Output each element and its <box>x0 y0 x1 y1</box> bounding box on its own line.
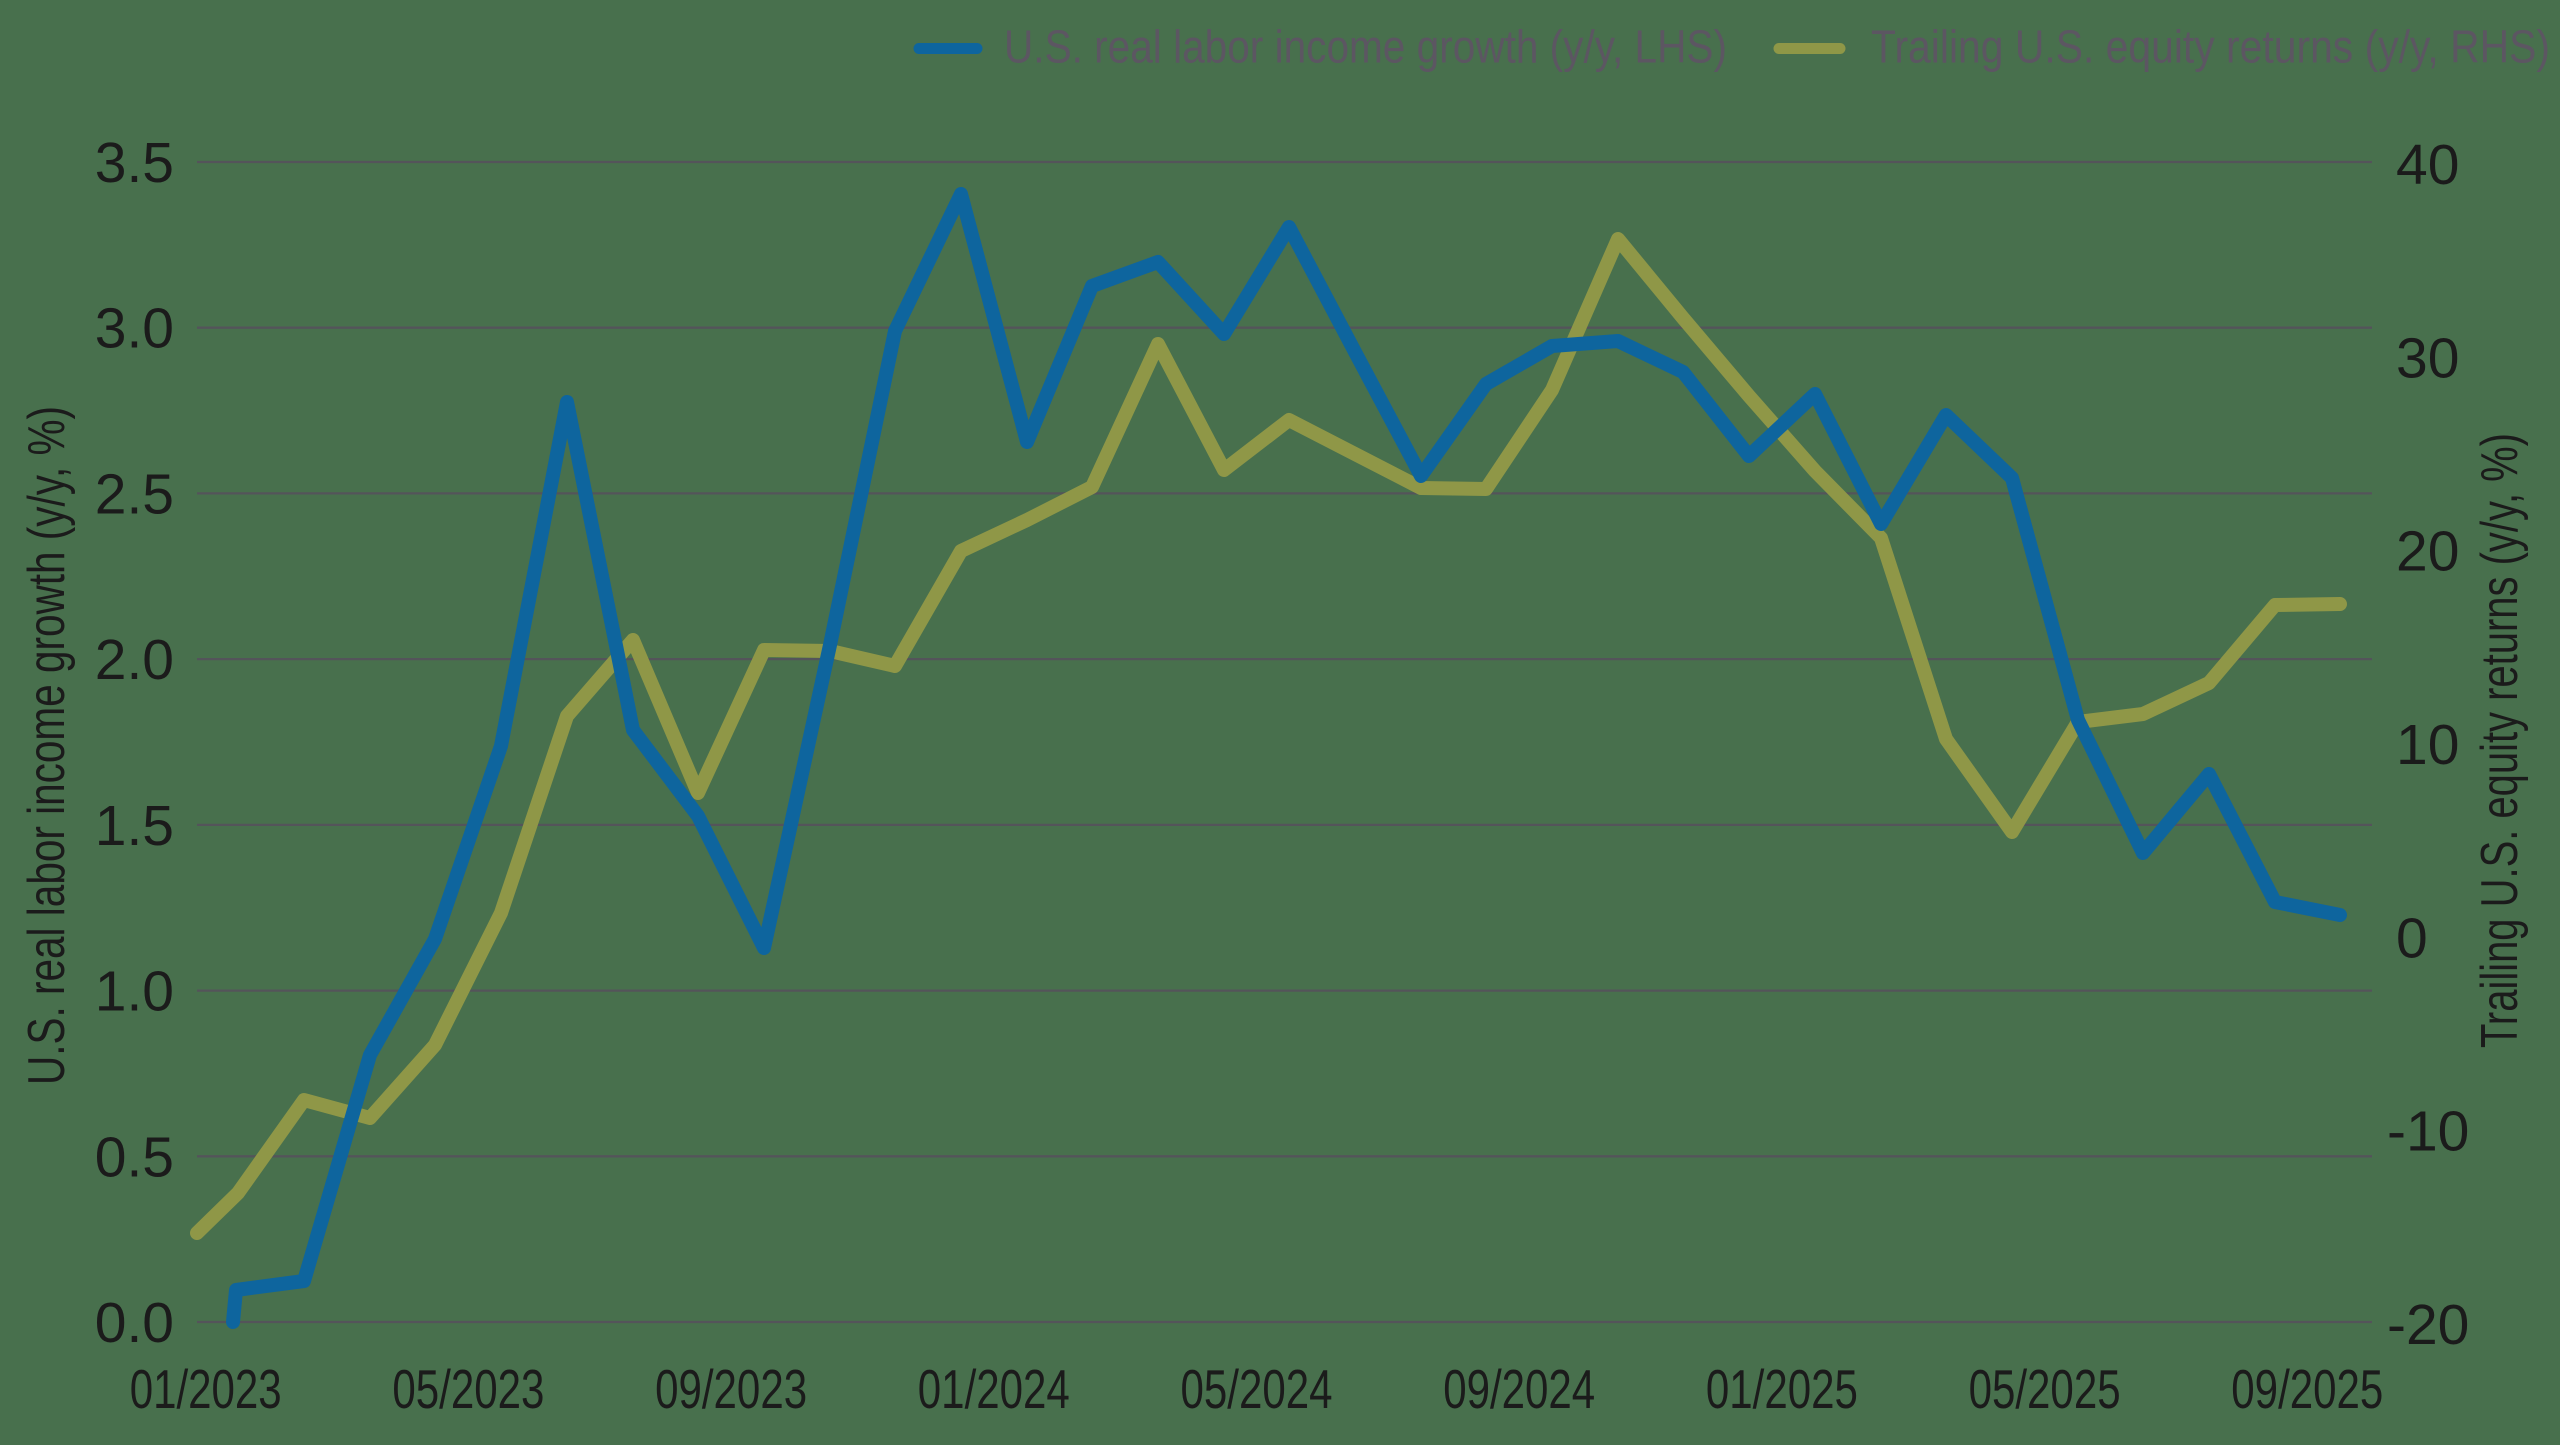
svg-text:09/2023: 09/2023 <box>655 1358 807 1420</box>
svg-text:09/2024: 09/2024 <box>1443 1358 1595 1420</box>
svg-text:09/2025: 09/2025 <box>2231 1358 2383 1420</box>
svg-text:40: 40 <box>2396 133 2459 197</box>
svg-text:3.0: 3.0 <box>95 297 174 361</box>
svg-text:-10: -10 <box>2387 1100 2469 1164</box>
svg-text:20: 20 <box>2396 520 2459 584</box>
svg-text:10: 10 <box>2396 713 2459 777</box>
svg-text:1.0: 1.0 <box>95 960 174 1024</box>
svg-text:05/2025: 05/2025 <box>1969 1358 2121 1420</box>
svg-text:-20: -20 <box>2387 1293 2469 1357</box>
svg-text:U.S. real labor income growth: U.S. real labor income growth (y/y, LHS) <box>1004 21 1727 73</box>
svg-text:0: 0 <box>2396 906 2428 970</box>
svg-text:Trailing U.S. equity returns (: Trailing U.S. equity returns (y/y, RHS) <box>1871 21 2550 73</box>
svg-text:U.S. real labor income growth: U.S. real labor income growth (y/y, %) <box>18 406 76 1085</box>
svg-text:30: 30 <box>2396 326 2459 390</box>
svg-text:01/2024: 01/2024 <box>918 1358 1070 1420</box>
svg-text:01/2023: 01/2023 <box>130 1358 282 1420</box>
svg-text:3.5: 3.5 <box>95 131 174 195</box>
svg-text:1.5: 1.5 <box>95 794 174 858</box>
svg-text:2.0: 2.0 <box>95 628 174 692</box>
svg-text:01/2025: 01/2025 <box>1706 1358 1858 1420</box>
svg-text:Trailing U.S. equity returns (: Trailing U.S. equity returns (y/y, %) <box>2471 433 2529 1048</box>
svg-text:2.5: 2.5 <box>95 462 174 526</box>
svg-text:0.0: 0.0 <box>95 1291 174 1355</box>
svg-text:05/2024: 05/2024 <box>1181 1358 1333 1420</box>
svg-text:05/2023: 05/2023 <box>392 1358 544 1420</box>
svg-text:0.5: 0.5 <box>95 1125 174 1189</box>
